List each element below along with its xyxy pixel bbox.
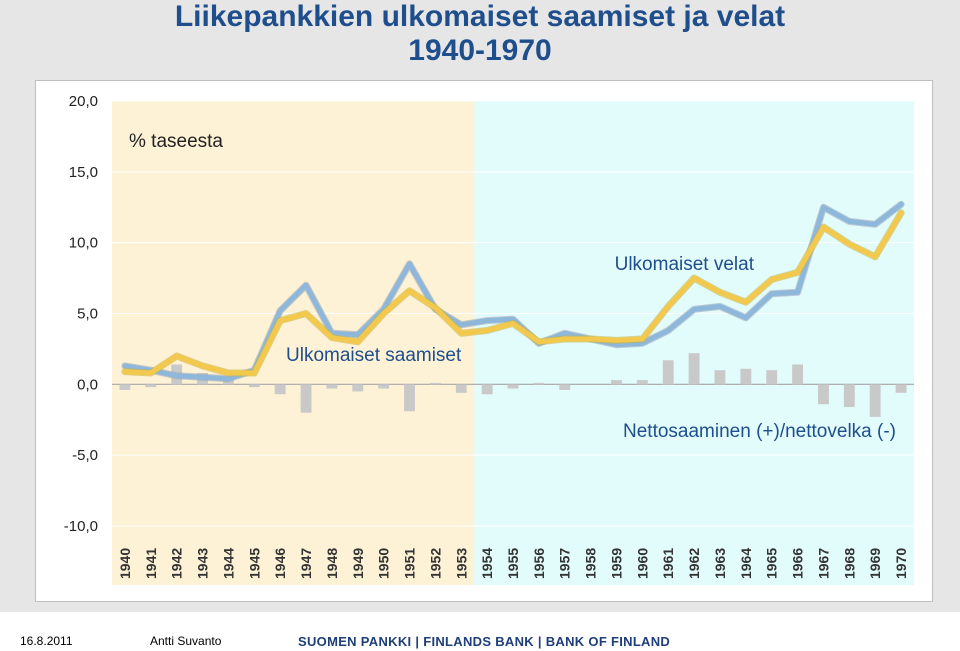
x-tick-label-1945: 1945 (246, 548, 262, 579)
x-tick-label-1947: 1947 (298, 548, 314, 579)
x-tick-label-1961: 1961 (660, 548, 676, 579)
x-tick-label-1969: 1969 (867, 548, 883, 579)
x-tick-label-1965: 1965 (764, 548, 780, 579)
y-tick-label-5: -5,0 (72, 447, 98, 464)
x-tick-label-1956: 1956 (531, 548, 547, 579)
bar-1961 (662, 360, 674, 385)
bar-1941 (145, 384, 157, 388)
x-tick-label-1957: 1957 (557, 548, 573, 579)
y-tick-label-1: 15,0 (69, 164, 98, 181)
x-tick-label-1963: 1963 (712, 548, 728, 579)
x-tick-label-1940: 1940 (117, 548, 133, 579)
x-tick-label-1948: 1948 (324, 548, 340, 579)
background-layer (112, 101, 914, 585)
x-tick-label-1950: 1950 (376, 548, 392, 579)
x-tick-label-1941: 1941 (143, 548, 159, 579)
x-tick-label-1966: 1966 (790, 548, 806, 579)
bar-1963 (714, 370, 726, 385)
bar-1948 (326, 384, 338, 389)
x-tick-label-1970: 1970 (893, 548, 909, 579)
x-tick-label-1949: 1949 (350, 548, 366, 579)
bar-1945 (248, 384, 260, 388)
line-layer (121, 200, 905, 383)
bar-1951 (404, 384, 415, 412)
x-tick-label-1946: 1946 (272, 548, 288, 579)
y-tick-label-2: 10,0 (69, 235, 98, 252)
chart-svg: 20,0 15,0 10,0 5,0 0,0 -5,0 -10,0 1940 1941 1942… (64, 93, 914, 585)
x-tick-label-1952: 1952 (427, 548, 443, 579)
title-line-1: Liikepankkien ulkomaiset saamiset ja vel… (174, 0, 786, 33)
y-tick-label-0: 20,0 (69, 93, 98, 110)
annotation-3: Ulkomaiset saamiset (286, 345, 462, 366)
bar-1954 (481, 384, 493, 395)
x-tick-label-1962: 1962 (686, 548, 702, 579)
x-tick-label-1953: 1953 (453, 548, 469, 579)
bar-1966 (792, 364, 804, 385)
chart-frame: 20,0 15,0 10,0 5,0 0,0 -5,0 -10,0 1940 1941 1942… (35, 80, 933, 602)
x-tick-label-1964: 1964 (738, 548, 754, 579)
bar-1949 (352, 384, 364, 392)
shaded-period-1 (112, 101, 475, 585)
bar-1969 (869, 384, 881, 417)
bar-1970 (895, 384, 907, 393)
bar-1964 (740, 368, 752, 385)
footer-author: Antti Suvanto (150, 634, 222, 648)
x-tick-label-1968: 1968 (841, 548, 857, 579)
y-tick-label-4: 0,0 (77, 376, 98, 393)
x-tick-label-1959: 1959 (608, 548, 624, 579)
bar-1952 (429, 382, 441, 385)
annotation-4: Nettosaaminen (+)/nettovelka (-) (623, 421, 896, 442)
footer: 16.8.2011 Antti Suvanto SUOMEN PANKKI | … (0, 612, 960, 651)
y-axis-ticks: 20,0 15,0 10,0 5,0 0,0 -5,0 -10,0 (64, 93, 98, 535)
bar-1959 (611, 380, 622, 385)
bar-1947 (300, 384, 312, 413)
y-tick-label-6: -10,0 (64, 518, 98, 535)
x-tick-label-1967: 1967 (815, 548, 831, 579)
bar-1956 (533, 382, 545, 385)
x-tick-label-1951: 1951 (402, 548, 418, 579)
chart-title: Liikepankkien ulkomaiset saamiset ja vel… (0, 0, 960, 68)
bar-1946 (274, 384, 286, 395)
bar-1940 (119, 384, 131, 390)
y-tick-label-3: 5,0 (77, 306, 98, 323)
annotation-layer: % taseesta Ulkomaiset velat Ulkomaiset saa… (129, 131, 896, 442)
x-axis-ticks: 1940 1941 1942 1943 1944 1945 1946 1947 1948 1949… (117, 548, 909, 579)
title-line-2: 1940-1970 (408, 34, 552, 67)
x-tick-label-1944: 1944 (220, 548, 236, 579)
bar-1962 (688, 353, 700, 385)
bar-1955 (507, 384, 519, 389)
series-line-ulkomaiset-saamiset (122, 210, 904, 376)
bar-1968 (843, 384, 855, 407)
x-tick-label-1943: 1943 (195, 548, 211, 579)
annotation-2: Ulkomaiset velat (615, 254, 755, 275)
bar-1957 (559, 384, 571, 390)
x-tick-label-1955: 1955 (505, 548, 521, 579)
grid-layer (112, 100, 914, 527)
annotation-1: % taseesta (129, 131, 223, 152)
bar-1965 (766, 370, 778, 385)
x-tick-label-1958: 1958 (583, 548, 599, 579)
bar-1953 (455, 384, 467, 393)
x-tick-label-1960: 1960 (634, 548, 650, 579)
bar-1950 (378, 384, 390, 389)
bar-1960 (636, 380, 648, 385)
footer-bank: SUOMEN PANKKI | FINLANDS BANK | BANK OF … (298, 634, 671, 649)
footer-date: 16.8.2011 (20, 634, 73, 648)
bar-1967 (818, 384, 829, 405)
x-tick-label-1954: 1954 (479, 548, 495, 579)
x-tick-label-1942: 1942 (169, 548, 185, 579)
